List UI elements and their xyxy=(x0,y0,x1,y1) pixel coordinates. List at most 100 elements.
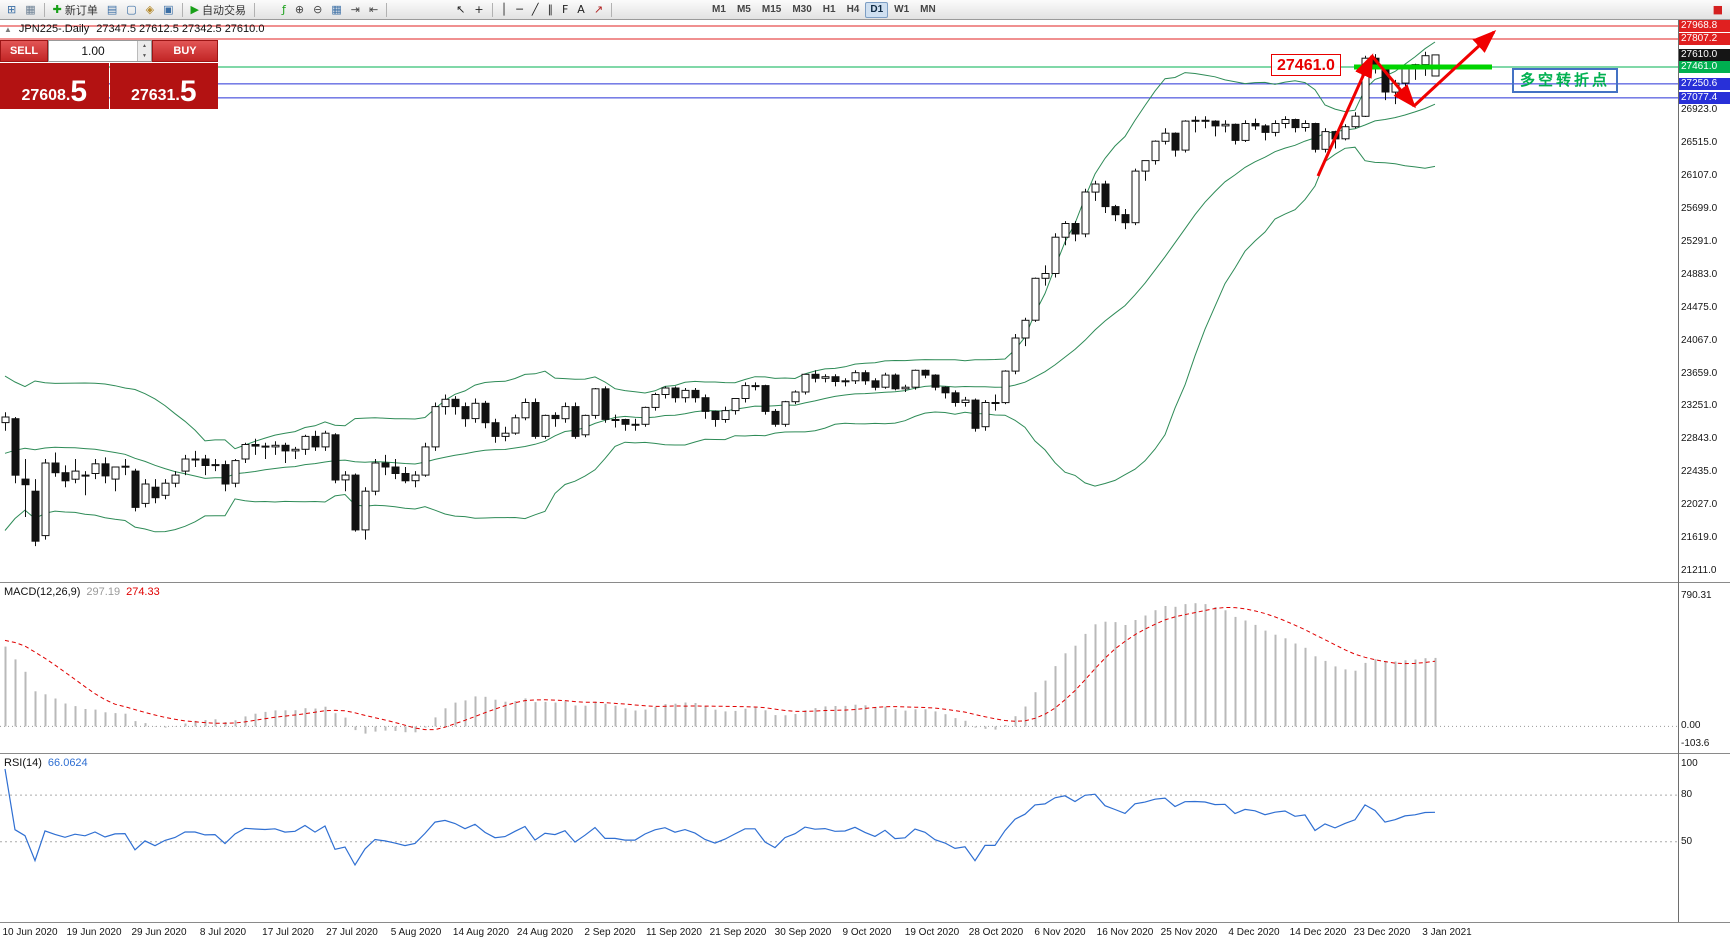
price-chart[interactable] xyxy=(0,20,1678,582)
arrows-tool-icon[interactable]: ↗ xyxy=(590,2,607,18)
data-window-icon: ▢ xyxy=(126,3,137,16)
timeframe-m5-button[interactable]: M5 xyxy=(736,4,751,15)
autotrading-button: ▶ xyxy=(190,3,199,16)
price-level-chip[interactable]: 27610.0 xyxy=(1679,49,1730,61)
zoom-in-icon: ⊕ xyxy=(294,3,305,16)
app-badge-icon[interactable]: ■ xyxy=(1709,2,1727,18)
rsi-axis-label: 80 xyxy=(1681,789,1693,800)
volume-field[interactable]: 1.00 ▲ ▼ xyxy=(48,40,152,62)
sell-price-display[interactable]: 27608. 5 xyxy=(0,63,109,109)
rsi-pane[interactable] xyxy=(0,754,1678,922)
macd-name: MACD(12,26,9) xyxy=(4,586,81,598)
date-axis-label: 23 Dec 2020 xyxy=(1353,927,1411,938)
rsi-axis-label: 100 xyxy=(1681,758,1698,769)
macd-signal-value: 274.33 xyxy=(126,586,160,598)
text-tool-icon[interactable]: A xyxy=(573,2,589,18)
macd-value: 297.19 xyxy=(86,586,121,598)
price-callout-label[interactable]: 27461.0 xyxy=(1271,54,1341,76)
price-axis-label: 25699.0 xyxy=(1681,203,1718,214)
indicators-icon: ƒ xyxy=(282,3,286,16)
buy-price: 27631. xyxy=(130,87,180,104)
navigator-icon[interactable]: ◈ xyxy=(142,2,158,18)
date-axis-label: 3 Jan 2021 xyxy=(1422,927,1472,938)
date-axis-label: 21 Sep 2020 xyxy=(709,927,767,938)
timeframe-h4-button[interactable]: H4 xyxy=(846,4,860,15)
price-axis-label: 23251.0 xyxy=(1681,400,1718,411)
zoom-out-icon[interactable]: ⊖ xyxy=(309,2,326,18)
price-axis-label: 24883.0 xyxy=(1681,269,1718,280)
toolbar-separator xyxy=(43,2,45,17)
date-axis-label: 2 Sep 2020 xyxy=(584,927,636,938)
chart-shift-icon[interactable]: ⇤ xyxy=(365,2,382,18)
date-axis-label: 27 Jul 2020 xyxy=(326,927,378,938)
buy-button[interactable]: BUY xyxy=(152,40,218,62)
timeframe-w1-button[interactable]: W1 xyxy=(894,4,910,15)
price-level-chip[interactable]: 27968.8 xyxy=(1679,20,1730,32)
timeframe-mn-button[interactable]: MN xyxy=(920,4,936,15)
trendline-icon: ╱ xyxy=(531,3,539,16)
equidistant-channel-icon[interactable]: ∥ xyxy=(543,2,557,18)
vertical-line-icon: │ xyxy=(500,3,508,16)
sell-button[interactable]: SELL xyxy=(0,40,48,62)
macd-pane[interactable] xyxy=(0,583,1678,753)
price-level-chip[interactable]: 27077.4 xyxy=(1679,92,1730,104)
pane-separator[interactable] xyxy=(0,582,1730,583)
price-axis-label: 22027.0 xyxy=(1681,499,1718,510)
turning-point-label[interactable]: 多空转折点 xyxy=(1512,68,1619,93)
date-axis-label: 29 Jun 2020 xyxy=(131,927,187,938)
trendline-icon[interactable]: ╱ xyxy=(528,2,543,18)
timeframe-h1-button[interactable]: H1 xyxy=(822,4,836,15)
fibonacci-icon[interactable]: F xyxy=(558,2,572,18)
auto-scroll-icon[interactable]: ⇥ xyxy=(347,2,364,18)
buy-price-display[interactable]: 27631. 5 xyxy=(109,63,218,109)
timeframe-m15-button[interactable]: M15 xyxy=(761,4,782,15)
date-axis-label: 19 Oct 2020 xyxy=(904,927,960,938)
toolbar: ⊞ ▦ ✚ 新订单 ▤ ▢ ◈ ▣ ▶ 自动交易 ƒ ⊕ ⊖ ▦ ⇥ ⇤ ↖ + │ ─ ╱ ∥ F A ↗ M1 M5 M15 M30… xyxy=(0,0,1730,20)
tile-windows-icon[interactable]: ▦ xyxy=(327,2,345,18)
date-axis-label: 14 Dec 2020 xyxy=(1289,927,1347,938)
time-axis[interactable]: 10 Jun 2020 19 Jun 2020 29 Jun 2020 8 Jul 2… xyxy=(0,923,1678,944)
pane-separator[interactable] xyxy=(0,753,1730,754)
price-level-chip[interactable]: 27250.6 xyxy=(1679,78,1730,90)
price-level-chip[interactable]: 27461.0 xyxy=(1679,61,1730,73)
volume-stepper[interactable]: ▲ ▼ xyxy=(137,41,151,61)
date-axis-label: 19 Jun 2020 xyxy=(66,927,122,938)
date-axis-label: 24 Aug 2020 xyxy=(516,927,574,938)
date-axis-label: 5 Aug 2020 xyxy=(390,927,442,938)
tile-windows-icon: ▦ xyxy=(331,3,342,16)
timeframe-m30-button[interactable]: M30 xyxy=(792,4,812,15)
navigator-icon: ◈ xyxy=(145,3,155,16)
date-axis-label: 16 Nov 2020 xyxy=(1096,927,1154,938)
stepper-up-icon[interactable]: ▲ xyxy=(138,41,151,51)
price-axis-label: 21211.0 xyxy=(1681,565,1717,576)
cursor-icon[interactable]: ↖ xyxy=(452,2,469,18)
terminal-icon[interactable]: ▣ xyxy=(159,2,177,18)
new-chart-icon: ⊞ xyxy=(7,3,17,16)
macd-indicator-label: MACD(12,26,9) 297.19 274.33 xyxy=(4,586,160,598)
profiles-icon[interactable]: ▦ xyxy=(21,2,39,18)
price-level-chip[interactable]: 27807.2 xyxy=(1679,33,1730,45)
terminal-icon: ▣ xyxy=(163,3,174,16)
date-axis-label: 28 Oct 2020 xyxy=(968,927,1024,938)
data-window-icon[interactable]: ▢ xyxy=(122,2,140,18)
autotrading-button[interactable]: ▶ 自动交易 xyxy=(187,2,250,18)
indicators-icon[interactable]: ƒ xyxy=(278,2,290,18)
horizontal-line-icon[interactable]: ─ xyxy=(512,2,527,18)
zoom-in-icon[interactable]: ⊕ xyxy=(291,2,308,18)
market-watch-icon[interactable]: ▤ xyxy=(103,2,121,18)
volume-value[interactable]: 1.00 xyxy=(81,44,105,58)
date-axis-label: 6 Nov 2020 xyxy=(1034,927,1086,938)
zoom-out-icon: ⊖ xyxy=(313,3,323,16)
arrows-tool-icon: ↗ xyxy=(593,3,604,16)
vertical-line-icon[interactable]: │ xyxy=(497,2,512,18)
date-axis-label: 9 Oct 2020 xyxy=(842,927,892,938)
timeframe-d1-button[interactable]: D1 xyxy=(865,1,889,18)
crosshair-icon[interactable]: + xyxy=(470,2,487,18)
date-axis-label: 10 Jun 2020 xyxy=(2,927,58,938)
new-order-button[interactable]: ✚ 新订单 xyxy=(49,2,102,18)
timeframe-m1-button[interactable]: M1 xyxy=(712,4,726,15)
date-axis-label: 30 Sep 2020 xyxy=(774,927,832,938)
stepper-down-icon[interactable]: ▼ xyxy=(138,51,151,61)
new-chart-icon[interactable]: ⊞ xyxy=(3,2,20,18)
